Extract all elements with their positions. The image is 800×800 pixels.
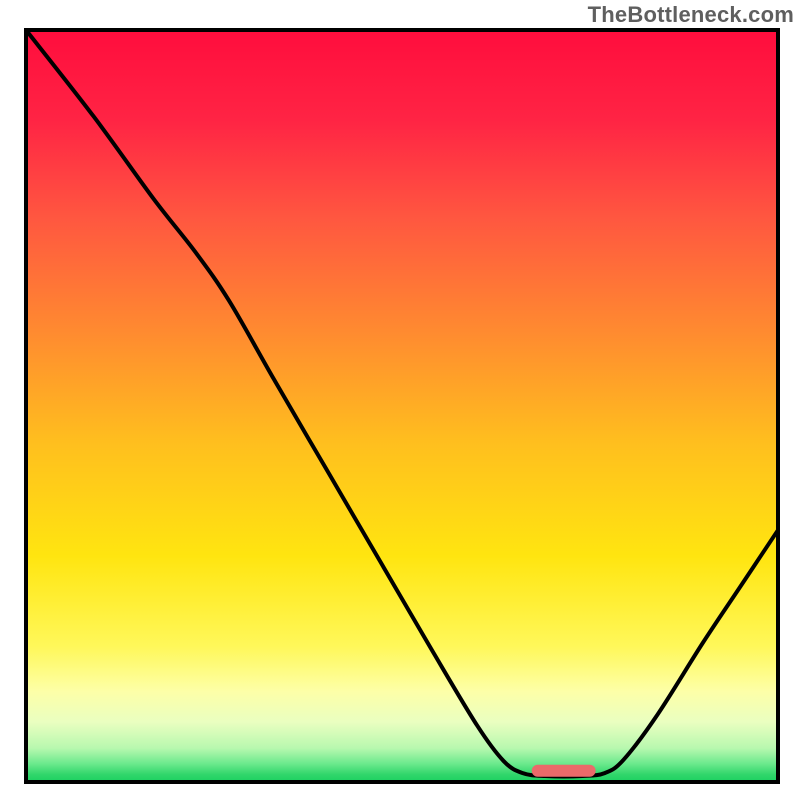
bottleneck-chart xyxy=(0,0,800,800)
gradient-background xyxy=(26,30,778,782)
plot-area xyxy=(26,30,778,782)
optimum-marker xyxy=(532,765,596,777)
chart-root: { "watermark": { "text": "TheBottleneck.… xyxy=(0,0,800,800)
watermark-text: TheBottleneck.com xyxy=(588,2,794,28)
